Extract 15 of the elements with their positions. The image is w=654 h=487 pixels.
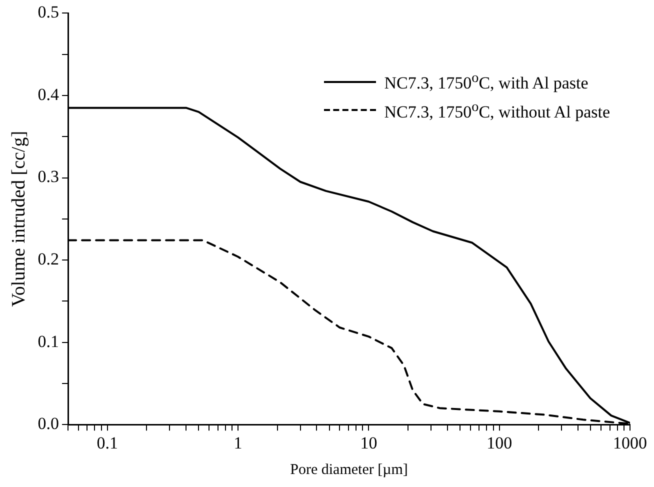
y-axis-title: Volume intruded [cc/g]	[8, 130, 30, 307]
x-axis-title: Pore diameter [µm]	[290, 462, 408, 478]
x-tick-label: 10	[360, 433, 378, 452]
y-tick-label: 0.4	[38, 84, 60, 104]
x-tick-label: 1000	[613, 433, 647, 452]
y-tick-label: 0.3	[38, 167, 60, 186]
legend-label: NC7.3, 1750$^{o}$C, without Al paste	[384, 98, 610, 122]
legend-label: NC7.3, 1750$^{o}$C, with Al paste	[384, 70, 588, 94]
y-tick-label: 0.5	[38, 2, 60, 22]
x-tick-label: 1	[234, 433, 242, 452]
y-tick-label: 0.2	[38, 250, 60, 269]
x-tick-label: 0.1	[96, 433, 118, 452]
x-tick-label: 100	[486, 433, 512, 452]
y-tick-label: 0.1	[38, 332, 60, 351]
y-tick-label: 0.0	[38, 414, 60, 434]
